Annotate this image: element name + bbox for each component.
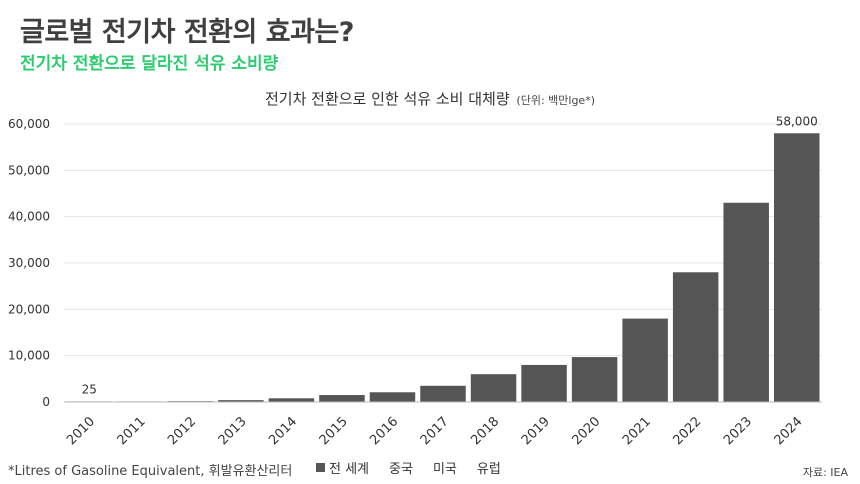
chart-title-text: 전기차 전환으로 인한 석유 소비 대체량 <box>264 90 510 108</box>
chart-unit-note: (단위: 백만lge*) <box>516 94 595 107</box>
bar <box>773 133 820 402</box>
bar <box>319 395 365 402</box>
bar <box>420 385 466 402</box>
x-tick-label: 2017 <box>418 414 452 448</box>
x-tick-label: 2022 <box>670 414 704 448</box>
bar <box>218 400 264 402</box>
x-tick-label: 2023 <box>721 414 755 448</box>
bar <box>622 318 668 402</box>
y-tick-label: 10,000 <box>8 349 50 363</box>
footnote: *Litres of Gasoline Equivalent, 휘발유환산리터 <box>8 464 293 479</box>
bar <box>521 364 567 402</box>
x-tick-label: 2024 <box>772 414 806 448</box>
data-label: 25 <box>82 382 97 396</box>
legend-label: 전 세계 <box>329 462 370 477</box>
legend-swatch <box>316 463 325 472</box>
x-tick-label: 2012 <box>165 414 199 448</box>
x-tick-label: 2011 <box>115 414 149 448</box>
legend-label: 유럽 <box>476 462 501 477</box>
bar <box>672 272 719 402</box>
x-tick-label: 2018 <box>468 414 502 448</box>
x-tick-label: 2019 <box>519 414 553 448</box>
y-tick-label: 30,000 <box>8 256 50 270</box>
x-tick-label: 2021 <box>620 414 654 448</box>
bar-chart: 0 10,000 20,000 30,000 40,000 50,000 60,000 201… <box>8 114 822 448</box>
source-note: 자료: IEA <box>802 466 848 479</box>
y-tick-label: 50,000 <box>8 163 50 177</box>
legend-item-world[interactable]: 전 세계 <box>316 458 369 477</box>
bar <box>470 374 517 402</box>
legend-item-usa[interactable]: 미국 <box>433 458 457 477</box>
x-tick-label: 2016 <box>367 414 401 448</box>
page-subtitle: 전기차 전환으로 달라진 석유 소비량 <box>20 54 279 74</box>
data-label: 58,000 <box>776 114 818 128</box>
legend-item-europe[interactable]: 유럽 <box>477 458 501 477</box>
x-tick-label: 2020 <box>569 414 603 448</box>
x-tick-label: 2010 <box>64 414 98 448</box>
page-title: 글로벌 전기차 전환의 효과는? <box>20 17 354 48</box>
bar <box>369 392 416 402</box>
x-tick-label: 2013 <box>216 414 250 448</box>
legend-label: 미국 <box>432 462 457 477</box>
y-tick-label: 20,000 <box>8 302 50 316</box>
chart-title: 전기차 전환으로 인한 석유 소비 대체량 (단위: 백만lge*) <box>0 88 860 109</box>
y-tick-label: 60,000 <box>8 117 50 131</box>
y-tick-label: 40,000 <box>8 210 50 224</box>
bar <box>723 202 769 402</box>
x-tick-label: 2014 <box>266 414 300 448</box>
legend-item-china[interactable]: 중국 <box>389 458 413 477</box>
bar <box>571 357 618 402</box>
chart-legend: 전 세계 중국 미국 유럽 <box>316 458 501 477</box>
legend-label: 중국 <box>389 462 413 477</box>
bar <box>268 398 315 402</box>
y-tick-label: 0 <box>42 395 50 409</box>
x-tick-label: 2015 <box>317 414 351 448</box>
